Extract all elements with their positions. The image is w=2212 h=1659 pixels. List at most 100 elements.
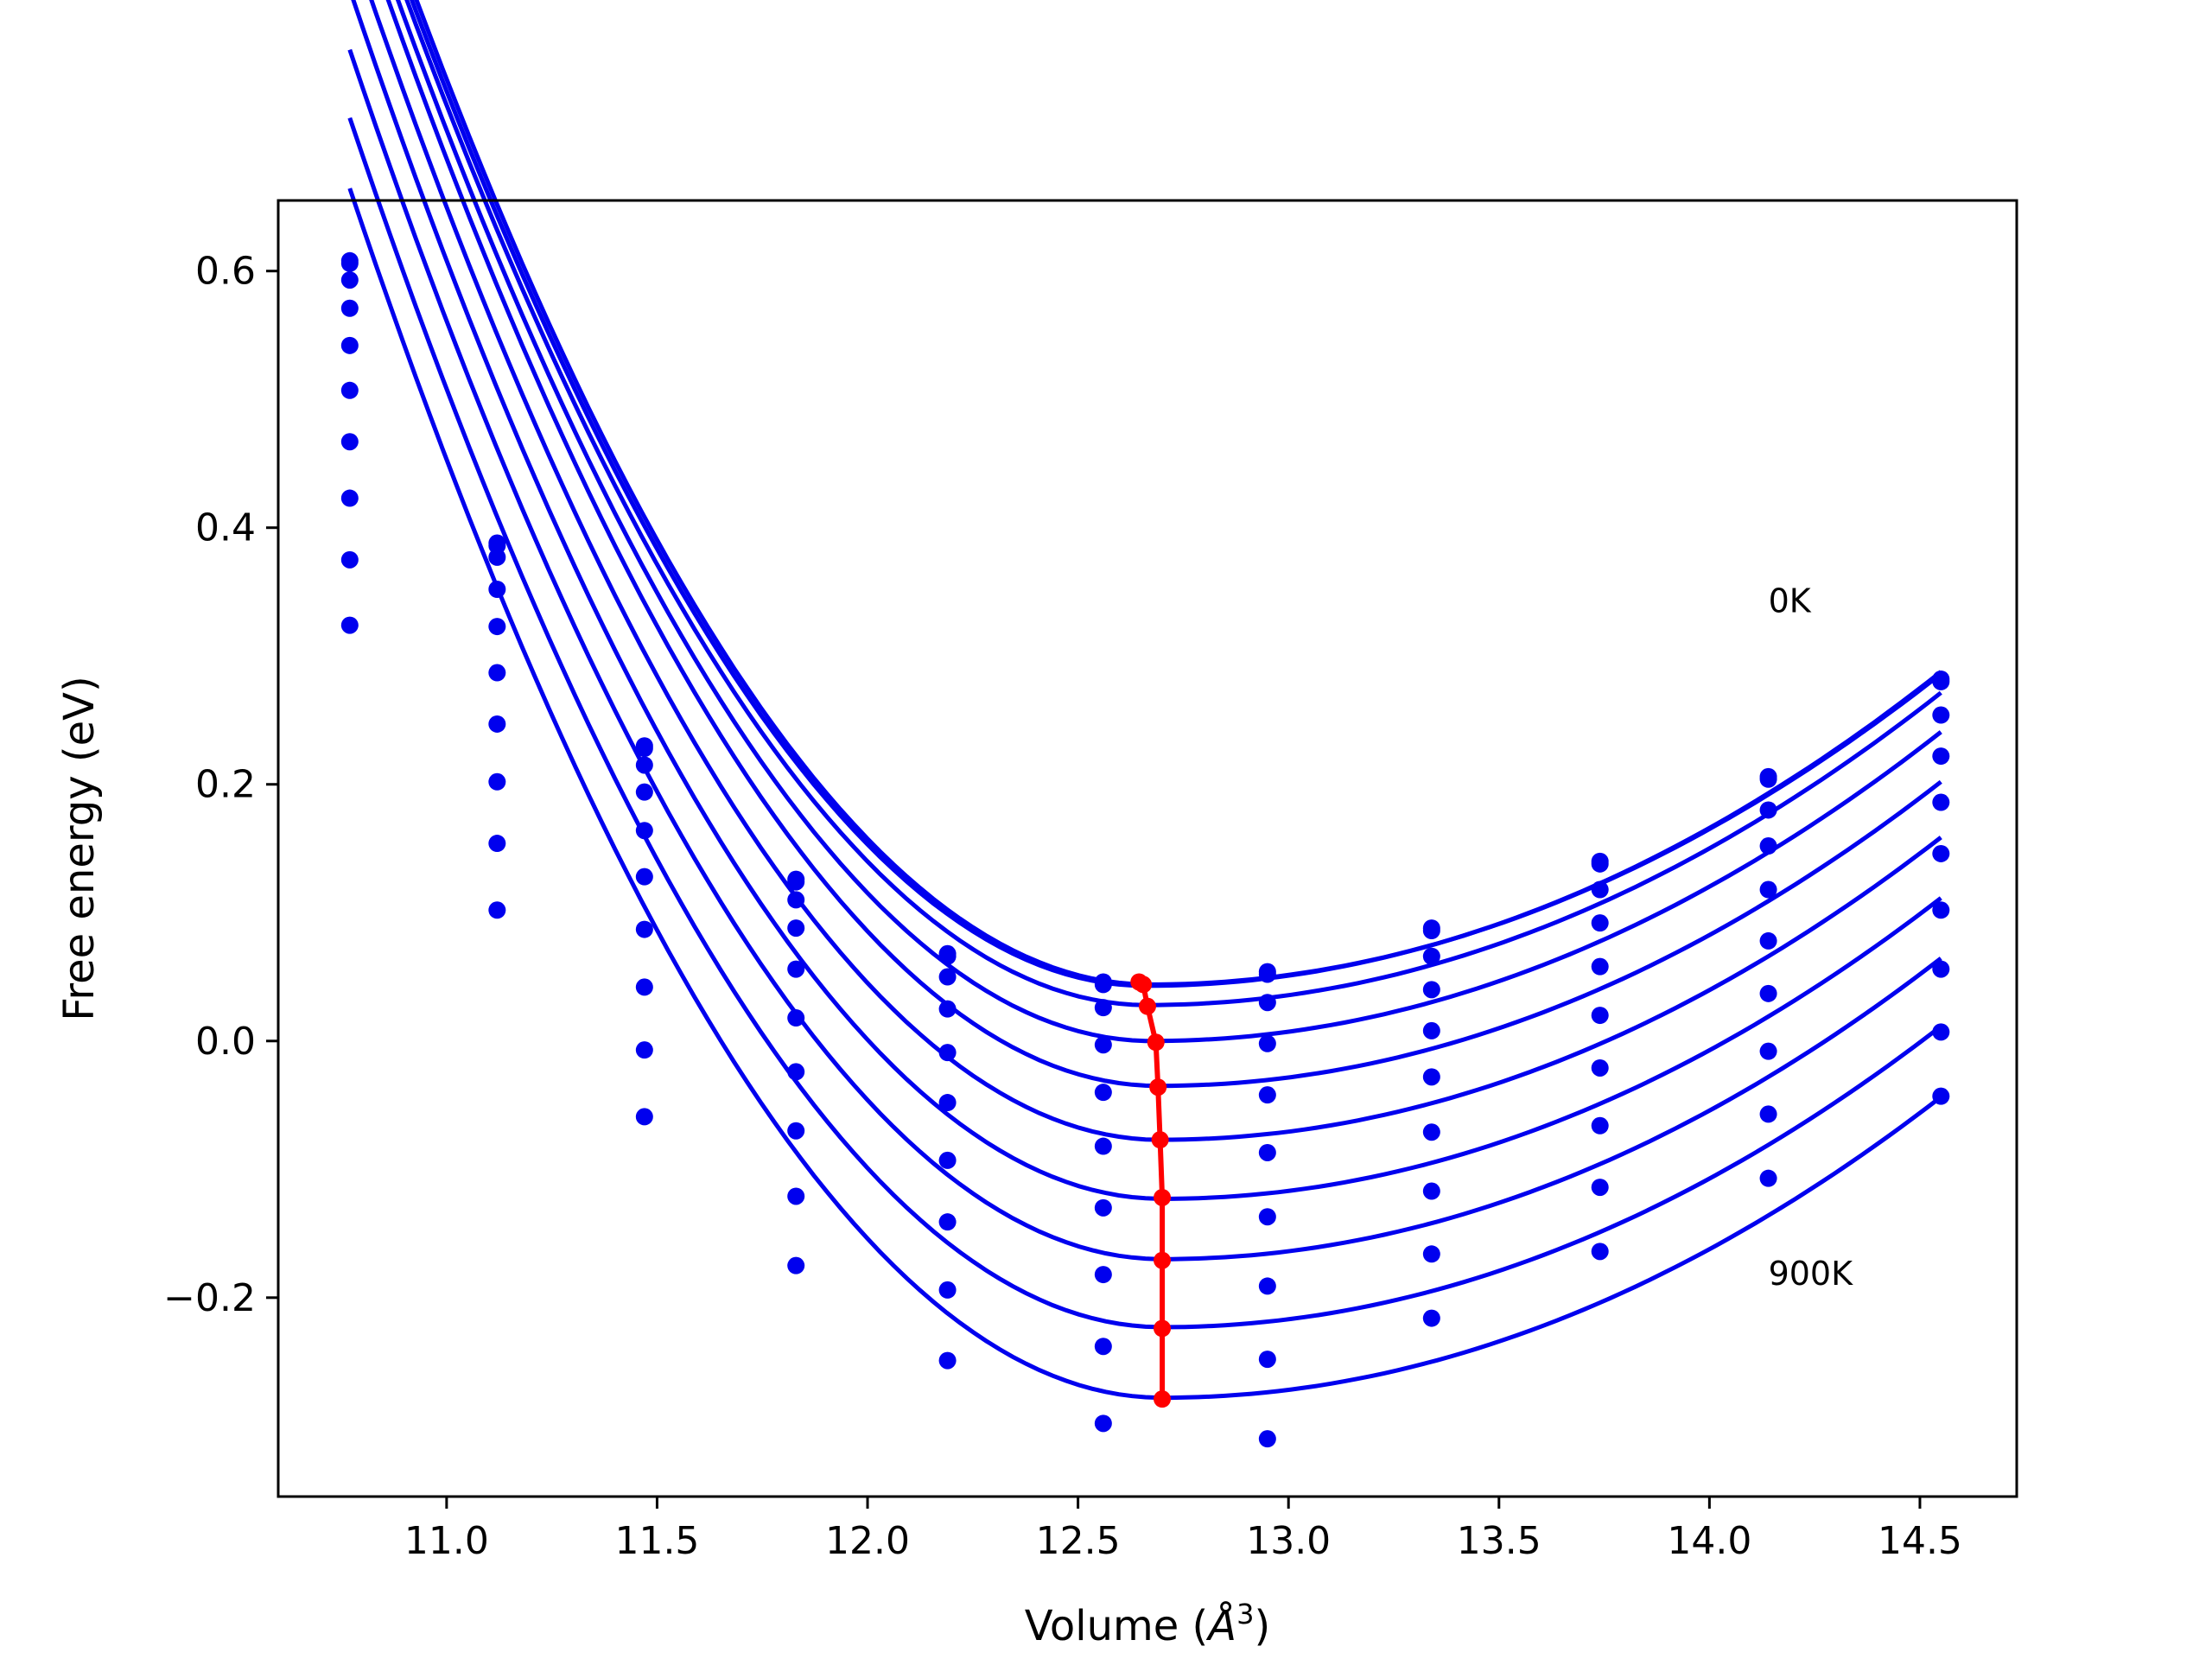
data-point-100K (1258, 965, 1276, 983)
data-point-400K (787, 960, 805, 978)
y-tick-label: 0.6 (195, 250, 256, 294)
data-point-700K (635, 978, 653, 996)
data-point-100K (1591, 855, 1609, 873)
data-point-500K (1422, 1068, 1440, 1086)
data-point-300K (1591, 914, 1609, 932)
x-tick-label: 14.0 (1667, 1519, 1751, 1563)
data-point-800K (340, 550, 359, 569)
fit-curve-600K (351, 0, 1942, 1201)
x-tick-label: 14.5 (1878, 1519, 1962, 1563)
data-point-300K (635, 783, 653, 801)
data-point-200K (1094, 999, 1112, 1017)
minimum-point (1154, 1251, 1172, 1269)
data-point-100K (1094, 976, 1112, 994)
data-point-700K (1094, 1266, 1112, 1284)
data-point-300K (787, 919, 805, 938)
minimum-point (1154, 1319, 1172, 1338)
data-point-100K (340, 254, 359, 272)
data-point-300K (340, 299, 359, 317)
data-point-400K (635, 822, 653, 840)
data-point-600K (787, 1063, 805, 1081)
data-point-500K (1759, 931, 1777, 950)
minimum-point (1151, 1131, 1169, 1149)
data-point-900K (1094, 1414, 1112, 1433)
y-tick-label: 0.0 (195, 1020, 256, 1064)
data-point-300K (938, 1000, 957, 1018)
data-point-600K (938, 1151, 957, 1169)
minimum-point (1139, 997, 1156, 1015)
data-point-300K (1759, 837, 1777, 855)
data-point-900K (635, 1108, 653, 1126)
data-point-200K (938, 968, 957, 986)
y-axis-ticks: −0.2 0.0 0.2 0.4 0.6 (163, 250, 278, 1320)
data-point-600K (488, 715, 506, 733)
x-tick-label: 12.5 (1036, 1519, 1121, 1563)
data-point-700K (1258, 1277, 1276, 1295)
data-point-800K (1258, 1351, 1276, 1369)
data-point-800K (488, 835, 506, 853)
fit-curve-900K (347, 188, 1942, 1401)
data-point-200K (787, 891, 805, 909)
temperature-annotation: 900K (1769, 1255, 1854, 1293)
data-point-900K (1422, 1309, 1440, 1327)
data-point-800K (1932, 1023, 1950, 1041)
fit-curve-800K (347, 117, 1942, 1330)
data-point-700K (1422, 1182, 1440, 1200)
fit-curve-300K (395, 0, 1942, 1044)
data-point-400K (1759, 880, 1777, 899)
data-point-600K (340, 433, 359, 451)
data-point-800K (1094, 1338, 1112, 1356)
data-point-200K (1759, 801, 1777, 819)
data-point-300K (488, 581, 506, 598)
data-point-300K (1932, 747, 1950, 766)
data-point-900K (488, 901, 506, 919)
data-point-800K (787, 1187, 805, 1205)
fit-curve-500K (369, 0, 1942, 1142)
data-point-600K (1932, 901, 1950, 919)
data-point-300K (1258, 1034, 1276, 1052)
data-point-500K (787, 1009, 805, 1027)
data-point-500K (488, 664, 506, 682)
minimum-point (1147, 1033, 1165, 1052)
data-point-200K (488, 548, 506, 566)
data-point-400K (1422, 1021, 1440, 1039)
data-point-400K (1591, 957, 1609, 976)
data-point-200K (1258, 994, 1276, 1012)
data-point-600K (1422, 1123, 1440, 1141)
data-point-500K (1932, 844, 1950, 862)
data-point-400K (1932, 793, 1950, 811)
data-point-200K (1591, 880, 1609, 899)
data-point-700K (1591, 1116, 1609, 1135)
data-point-400K (488, 618, 506, 636)
data-point-900K (1591, 1243, 1609, 1261)
data-point-500K (340, 381, 359, 399)
data-point-700K (938, 1213, 957, 1231)
data-point-800K (938, 1281, 957, 1299)
fit-curve-400K (385, 0, 1942, 1089)
data-point-200K (340, 271, 359, 289)
minima-line (1137, 979, 1166, 1400)
data-point-700K (340, 489, 359, 507)
data-point-500K (1591, 1007, 1609, 1025)
data-point-400K (938, 1044, 957, 1062)
data-point-700K (488, 772, 506, 791)
y-axis-label: Free energy (eV) (55, 676, 104, 1020)
plot-area (340, 0, 1950, 1448)
data-point-800K (635, 1041, 653, 1059)
data-point-200K (1422, 947, 1440, 965)
data-point-400K (340, 336, 359, 354)
minimum-point (1154, 1390, 1172, 1408)
data-point-600K (1759, 984, 1777, 1002)
x-tick-label: 12.0 (825, 1519, 910, 1563)
plot-frame (276, 199, 2018, 1498)
annotations: 0K 900K (1769, 582, 1854, 1293)
data-point-900K (1258, 1430, 1276, 1448)
data-point-900K (787, 1256, 805, 1274)
data-point-100K (1932, 672, 1950, 690)
minimum-point (1149, 1078, 1167, 1096)
data-point-500K (1094, 1137, 1112, 1155)
data-point-100K (1422, 922, 1440, 940)
x-tick-label: 13.5 (1457, 1519, 1541, 1563)
data-point-200K (1932, 706, 1950, 724)
